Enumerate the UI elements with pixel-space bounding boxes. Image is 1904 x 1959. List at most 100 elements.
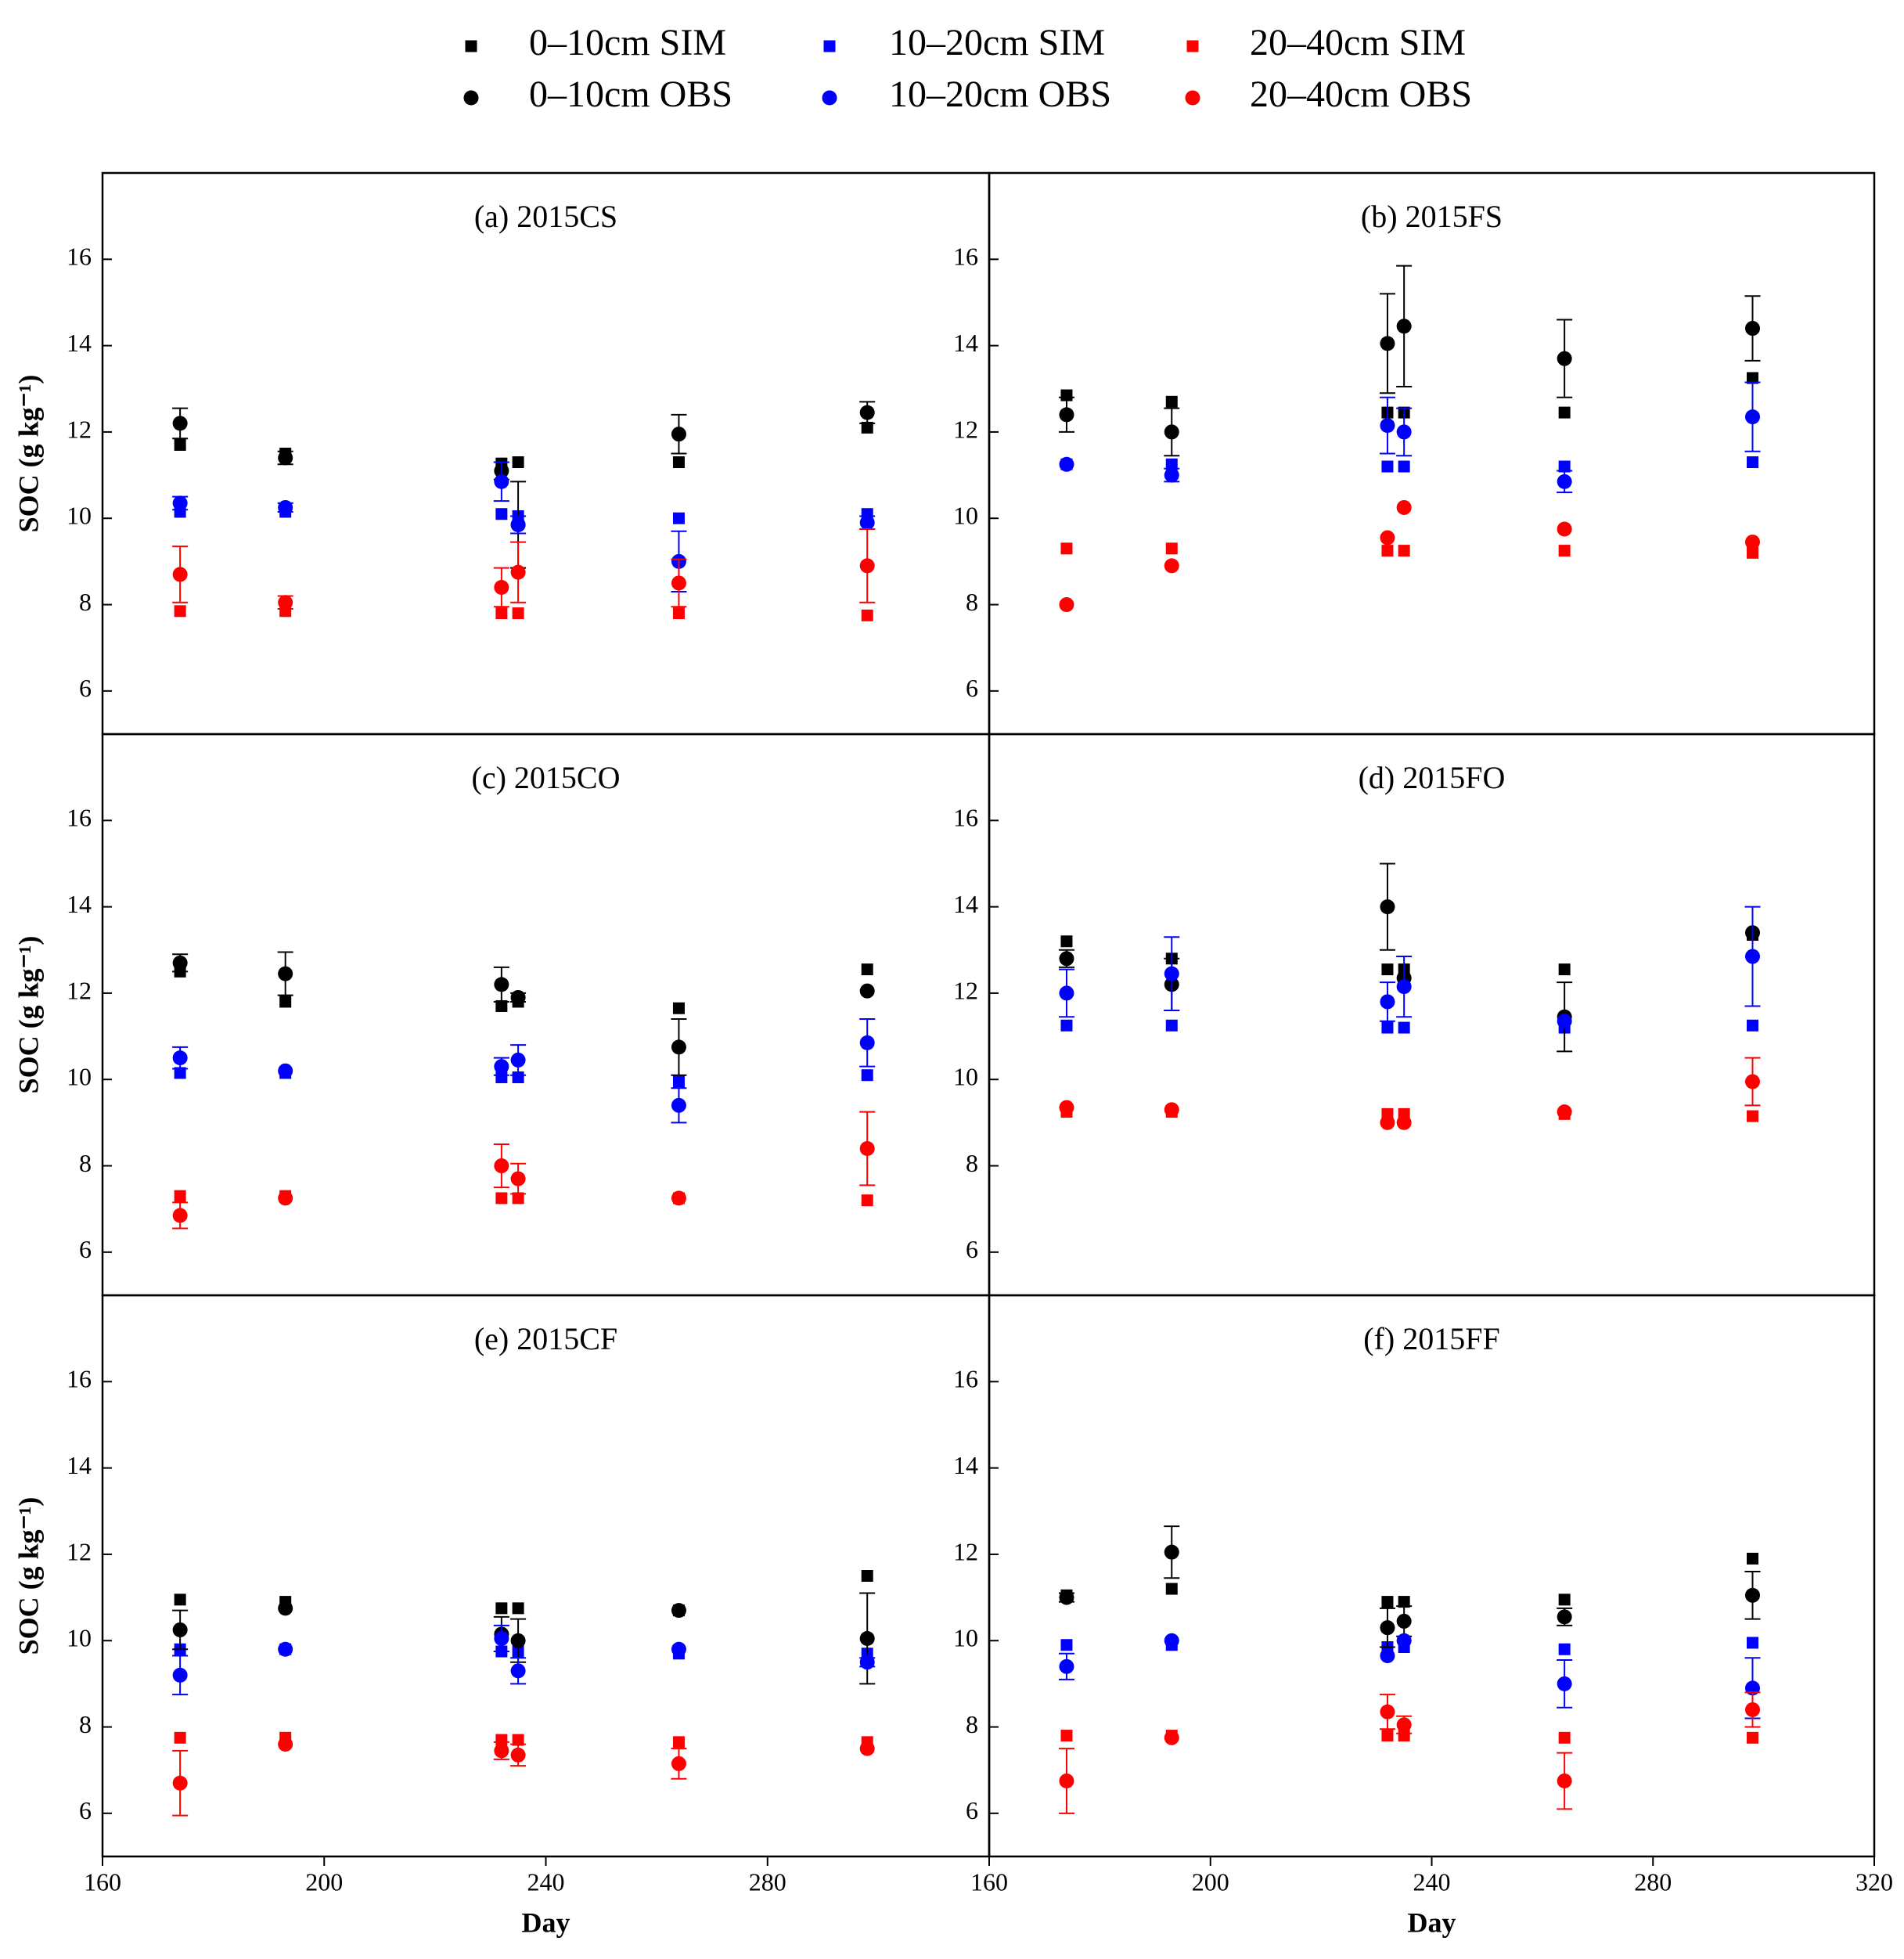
marker-circle xyxy=(1557,1676,1572,1691)
y-tick-label: 12 xyxy=(953,1537,978,1565)
marker-square xyxy=(672,1736,685,1748)
legend-item: 0–10cm OBS xyxy=(463,74,732,115)
x-tick-label: 280 xyxy=(749,1867,786,1896)
marker-circle xyxy=(1396,424,1412,440)
marker-square xyxy=(672,607,685,620)
marker-circle xyxy=(859,405,875,420)
legend-item: 10–20cm SIM xyxy=(823,22,1105,63)
marker-circle xyxy=(1059,1658,1074,1674)
marker-circle xyxy=(1380,530,1395,546)
marker-circle xyxy=(822,90,837,106)
marker-circle xyxy=(172,1208,188,1223)
marker-circle xyxy=(1164,1730,1179,1745)
legend-item: 20–40cm OBS xyxy=(1185,74,1472,115)
marker-circle xyxy=(510,564,526,580)
marker-circle xyxy=(278,595,293,610)
x-tick-label: 240 xyxy=(527,1867,565,1896)
legend-label: 0–10cm SIM xyxy=(529,22,726,63)
y-tick-label: 8 xyxy=(79,588,92,616)
series xyxy=(1058,1525,1761,1648)
marker-square xyxy=(1558,963,1571,976)
marker-circle xyxy=(1557,1104,1572,1120)
marker-square xyxy=(1558,1593,1571,1606)
marker-square xyxy=(1398,460,1410,473)
series xyxy=(172,951,875,1076)
marker-circle xyxy=(1164,1544,1179,1560)
marker-square xyxy=(1381,545,1394,557)
marker-circle xyxy=(1744,1702,1760,1717)
y-tick-label: 10 xyxy=(67,1063,92,1091)
series xyxy=(172,528,876,610)
marker-circle xyxy=(510,1663,526,1679)
marker-square xyxy=(1746,372,1758,384)
plot-frame xyxy=(101,1294,991,1858)
y-tick-label: 16 xyxy=(67,1365,92,1393)
marker-circle xyxy=(859,983,875,999)
legend-item: 10–20cm OBS xyxy=(822,74,1111,115)
marker-square xyxy=(1381,1021,1394,1034)
marker-circle xyxy=(172,1622,188,1637)
marker-circle xyxy=(1396,1613,1412,1629)
marker-square xyxy=(1186,40,1199,52)
marker-circle xyxy=(510,1052,526,1068)
marker-circle xyxy=(172,1775,188,1791)
marker-circle xyxy=(1059,1590,1074,1605)
series xyxy=(174,421,873,470)
marker-square xyxy=(861,1069,873,1082)
marker-circle xyxy=(1164,1102,1179,1118)
marker-circle xyxy=(1744,1587,1760,1603)
marker-square xyxy=(1558,1731,1571,1744)
y-tick-label: 10 xyxy=(953,1624,978,1652)
marker-square xyxy=(1165,542,1178,555)
marker-square xyxy=(1398,1596,1410,1608)
x-tick-label: 200 xyxy=(305,1867,343,1896)
y-tick-label: 16 xyxy=(953,804,978,832)
plot-frame xyxy=(101,733,991,1297)
y-tick-label: 8 xyxy=(966,588,978,616)
y-tick-label: 14 xyxy=(67,329,92,357)
marker-circle xyxy=(1164,424,1179,440)
marker-square xyxy=(174,1731,186,1744)
marker-circle xyxy=(859,1140,875,1156)
marker-circle xyxy=(494,579,509,595)
marker-circle xyxy=(510,1171,526,1187)
marker-square xyxy=(1746,546,1758,559)
marker-square xyxy=(861,609,873,621)
series xyxy=(172,1737,875,1817)
series xyxy=(1059,499,1760,613)
marker-square xyxy=(1746,456,1758,469)
marker-circle xyxy=(1744,535,1760,550)
plot-frame xyxy=(988,171,1876,736)
marker-square xyxy=(861,1570,873,1582)
marker-circle xyxy=(1396,1717,1412,1733)
marker-square xyxy=(174,438,186,451)
marker-square xyxy=(465,40,477,52)
marker-circle xyxy=(1059,407,1074,423)
series xyxy=(172,1624,876,1696)
series xyxy=(172,401,876,569)
legend-item: 20–40cm SIM xyxy=(1186,22,1466,63)
plot-frame xyxy=(101,171,991,736)
marker-circle xyxy=(1164,467,1179,483)
series xyxy=(1058,1691,1761,1814)
marker-square xyxy=(1060,1730,1073,1742)
y-tick-label: 12 xyxy=(67,976,92,1004)
marker-square xyxy=(1060,1019,1073,1032)
y-tick-label: 6 xyxy=(79,674,92,702)
marker-circle xyxy=(671,1603,686,1619)
marker-circle xyxy=(1380,1648,1395,1664)
marker-square xyxy=(512,1602,524,1615)
marker-square xyxy=(495,999,508,1012)
marker-circle xyxy=(510,989,526,1005)
marker-circle xyxy=(510,1747,526,1763)
marker-square xyxy=(1746,1637,1758,1649)
marker-square xyxy=(512,1192,524,1205)
marker-square xyxy=(495,1192,508,1205)
marker-circle xyxy=(1380,1704,1395,1720)
series xyxy=(1058,265,1761,457)
marker-square xyxy=(1381,963,1394,976)
y-axis-label: SOC (g kg⁻¹) xyxy=(13,936,44,1094)
legend-label: 10–20cm OBS xyxy=(889,74,1111,115)
marker-circle xyxy=(172,567,188,582)
